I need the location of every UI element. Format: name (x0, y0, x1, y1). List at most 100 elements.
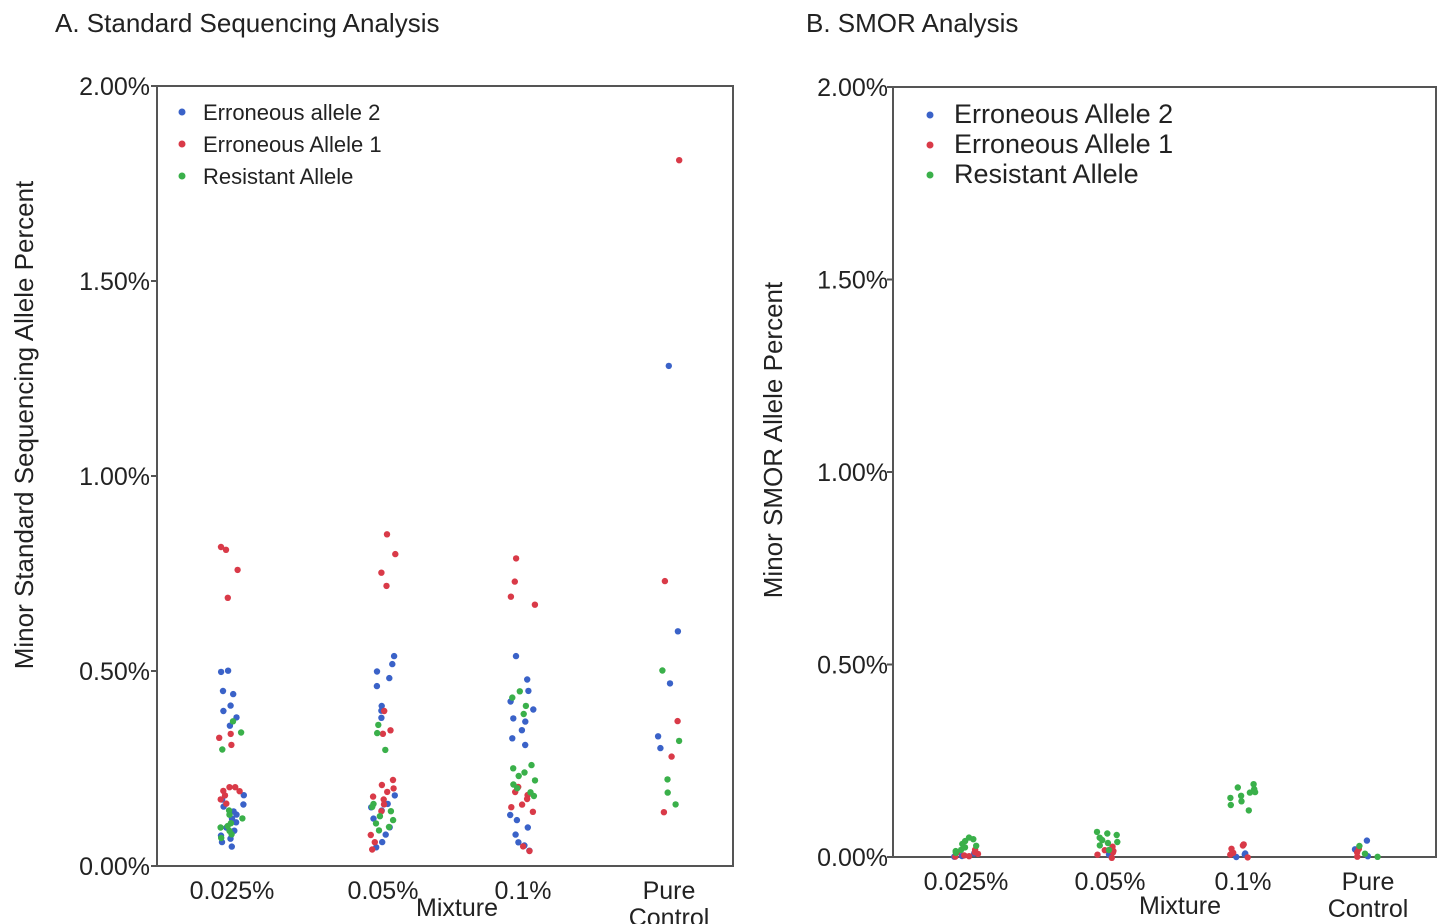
data-point-a-1-13 (217, 543, 225, 551)
x-tick-label-b-0: 0.025% (924, 868, 1009, 896)
legend-label-a-2: Resistant Allele (203, 164, 353, 189)
data-point-a-2-28 (515, 772, 522, 780)
data-point-a-2-8 (225, 807, 233, 814)
plot-frame-b (892, 86, 1437, 858)
data-point-a-1-33 (519, 843, 527, 850)
data-point-a-1-5 (232, 784, 239, 791)
x-tick-label-line2-b-3: Control (1328, 895, 1409, 923)
data-point-a-1-4 (220, 787, 227, 795)
data-point-a-2-21 (374, 729, 381, 737)
data-point-a-2-29 (521, 769, 528, 776)
data-point-a-1-42 (507, 593, 515, 600)
data-point-a-2-32 (520, 710, 527, 718)
data-point-a-2-20 (382, 746, 389, 754)
panel-standard-sequencing: A. Standard Sequencing Analysis 0.00% 0.50… (9, 8, 734, 924)
data-point-a-2-34 (509, 694, 516, 701)
data-point-a-1-43 (511, 578, 518, 585)
x-tick-label-b-3: Pure (1342, 868, 1395, 896)
data-point-a-1-23 (378, 781, 386, 789)
data-point-a-2-22 (375, 721, 382, 729)
x-tick-label-a-2: 0.1% (495, 877, 552, 905)
data-point-a-0-19 (219, 687, 227, 695)
data-point-a-1-3 (236, 788, 243, 795)
data-point-a-1-26 (387, 727, 394, 734)
legend-marker-b-0 (926, 111, 934, 119)
data-point-b-1-0 (965, 853, 973, 860)
legend-label-b-2: Resistant Allele (954, 159, 1139, 189)
y-tick-label-a-0: 0.00% (79, 853, 150, 881)
y-tick-label-b-4: 2.00% (817, 74, 888, 102)
panel-smor: B. SMOR Analysis 0.00% 0.50% 1.00% 1.50% 2.00… (758, 8, 1437, 923)
data-point-a-2-26 (510, 781, 517, 788)
data-point-a-0-41 (515, 839, 522, 846)
data-point-a-1-34 (529, 808, 537, 815)
data-point-a-1-44 (512, 555, 520, 562)
data-point-a-1-12 (222, 546, 230, 553)
y-tick-label-b-2: 1.00% (817, 459, 888, 487)
data-point-b-2-20 (1238, 798, 1245, 805)
data-point-a-1-9 (227, 730, 234, 738)
data-point-a-2-5 (227, 820, 235, 827)
chart-title-b: B. SMOR Analysis (806, 8, 1018, 38)
series-b-1 (952, 841, 1363, 861)
y-axis-title-b: Minor SMOR Allele Percent (758, 281, 788, 598)
legend-label-a-1: Erroneous Allele 1 (203, 132, 382, 157)
data-point-a-2-14 (372, 820, 380, 827)
series-a-0 (217, 362, 682, 854)
data-point-a-0-53 (525, 687, 532, 695)
x-tick-label-a-3: Pure (643, 877, 696, 905)
data-point-a-0-45 (507, 811, 514, 819)
data-point-b-1-2 (961, 852, 968, 859)
data-point-b-2-16 (1104, 830, 1111, 837)
data-point-a-1-0 (223, 800, 230, 807)
data-point-a-2-27 (531, 777, 539, 784)
data-point-a-1-21 (384, 788, 391, 796)
data-point-a-0-42 (512, 831, 519, 838)
series-a-1 (216, 157, 683, 855)
legend-marker-a-2 (178, 172, 186, 180)
data-point-a-0-57 (654, 733, 662, 740)
data-point-a-2-33 (522, 702, 530, 710)
data-point-a-1-36 (518, 801, 526, 808)
data-point-a-0-43 (524, 824, 531, 831)
data-point-a-1-17 (378, 808, 385, 815)
data-point-a-2-12 (375, 827, 383, 834)
data-point-a-1-31 (383, 531, 391, 538)
data-point-a-0-33 (378, 702, 385, 710)
x-tick-label-b-2: 0.1% (1215, 868, 1272, 896)
data-point-a-0-30 (391, 792, 398, 799)
data-point-b-2-28 (1374, 853, 1381, 860)
data-point-a-2-38 (664, 776, 671, 783)
data-point-a-0-31 (378, 714, 385, 721)
data-point-a-2-35 (516, 688, 523, 695)
x-tick-label-b-1: 0.05% (1075, 868, 1146, 896)
data-point-a-0-24 (382, 831, 389, 838)
data-point-a-1-45 (660, 809, 668, 816)
data-point-a-0-21 (217, 668, 225, 676)
data-point-b-2-29 (1361, 850, 1369, 857)
data-point-a-0-58 (666, 680, 674, 687)
data-point-a-0-36 (373, 668, 381, 675)
data-point-b-2-4 (973, 842, 980, 849)
data-point-a-0-17 (227, 702, 234, 709)
legend-marker-a-0 (178, 108, 186, 116)
data-point-b-2-15 (1113, 831, 1120, 839)
data-point-b-2-14 (1096, 834, 1103, 841)
data-point-b-2-27 (1250, 781, 1257, 788)
data-point-b-2-17 (1093, 828, 1101, 836)
data-point-a-1-48 (661, 577, 669, 585)
data-point-a-1-32 (526, 847, 533, 855)
y-tick-label-a-3: 1.50% (79, 268, 150, 296)
data-point-a-0-56 (657, 744, 664, 752)
y-tick-label-a-1: 0.50% (79, 658, 150, 686)
data-point-a-2-19 (370, 800, 377, 808)
y-axis-title-a: Minor Standard Sequencing Allele Percent (9, 180, 39, 669)
data-point-a-0-38 (390, 652, 398, 660)
data-point-a-0-6 (232, 819, 240, 826)
data-point-a-1-35 (508, 804, 515, 811)
data-point-b-2-12 (1114, 838, 1121, 846)
data-point-a-1-19 (380, 796, 387, 803)
legend-label-b-0: Erroneous Allele 2 (954, 99, 1173, 129)
data-point-a-2-2 (226, 827, 233, 835)
